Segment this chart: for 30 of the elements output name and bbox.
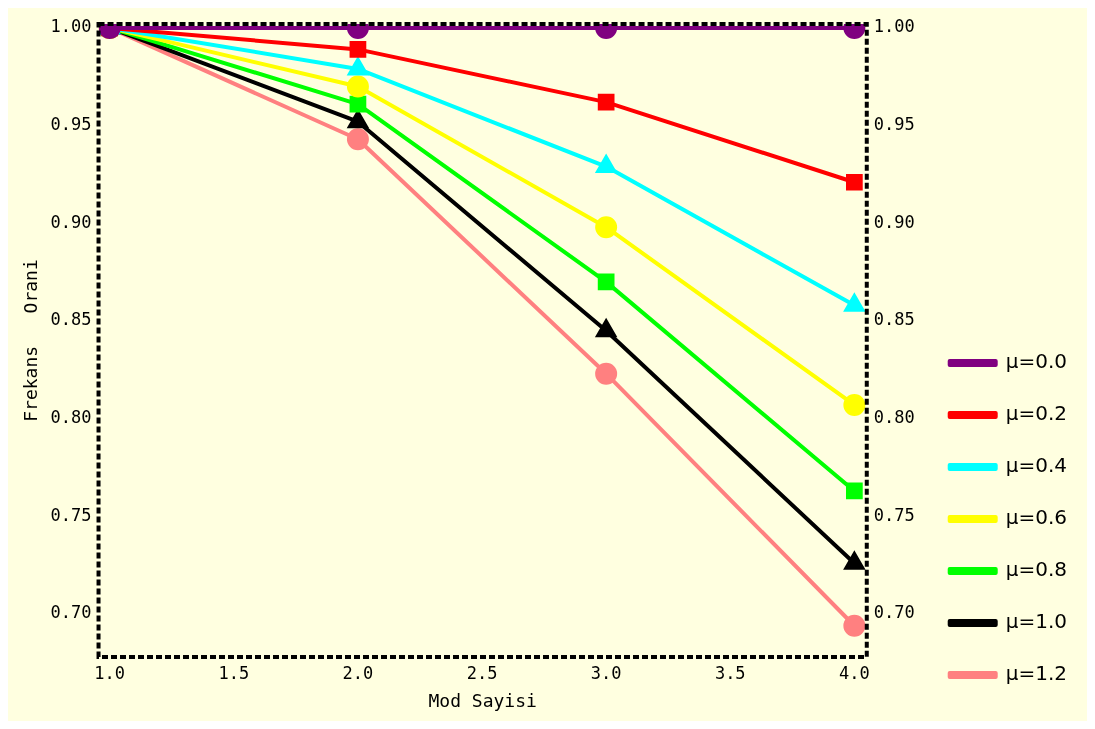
y-tick-label: 1.00: [50, 16, 92, 37]
x-tick-label: 4.0: [839, 662, 870, 683]
x-tick-label: 2.5: [466, 662, 498, 683]
y-tick-label: 0.80: [50, 407, 92, 428]
y2-tick-label: 0.75: [873, 504, 915, 525]
legend-label: μ=1.0: [1005, 609, 1068, 634]
x-tick-label: 1.0: [94, 662, 126, 683]
y-tick-label: 0.75: [50, 504, 92, 525]
x-tick-label: 3.0: [590, 662, 622, 683]
legend-label: μ=0.8: [1005, 557, 1068, 582]
y-tick-label: 0.95: [50, 114, 92, 135]
x-axis-title: Mod Sayisi: [428, 689, 537, 711]
y2-tick-label: 1.00: [873, 16, 915, 37]
y2-tick-label: 0.95: [873, 114, 915, 135]
legend-label: μ=1.2: [1005, 661, 1068, 686]
x-tick-label: 3.5: [714, 662, 746, 683]
legend-label: μ=0.0: [1005, 349, 1068, 374]
x-tick-label: 2.0: [342, 662, 374, 683]
y-tick-label: 0.90: [50, 211, 92, 232]
y2-tick-label: 0.70: [873, 602, 915, 623]
y2-tick-label: 0.80: [873, 407, 915, 428]
y2-tick-label: 0.85: [873, 309, 915, 330]
y2-tick-label: 0.90: [873, 211, 915, 232]
x-tick-label: 1.5: [218, 662, 250, 683]
legend-label: μ=0.2: [1005, 401, 1068, 426]
legend-label: μ=0.6: [1005, 505, 1068, 530]
y-tick-label: 0.70: [50, 602, 92, 623]
y-axis-title: Frekans Orani: [20, 259, 42, 422]
y-tick-label: 0.85: [50, 309, 92, 330]
legend-label: μ=0.4: [1005, 453, 1068, 478]
